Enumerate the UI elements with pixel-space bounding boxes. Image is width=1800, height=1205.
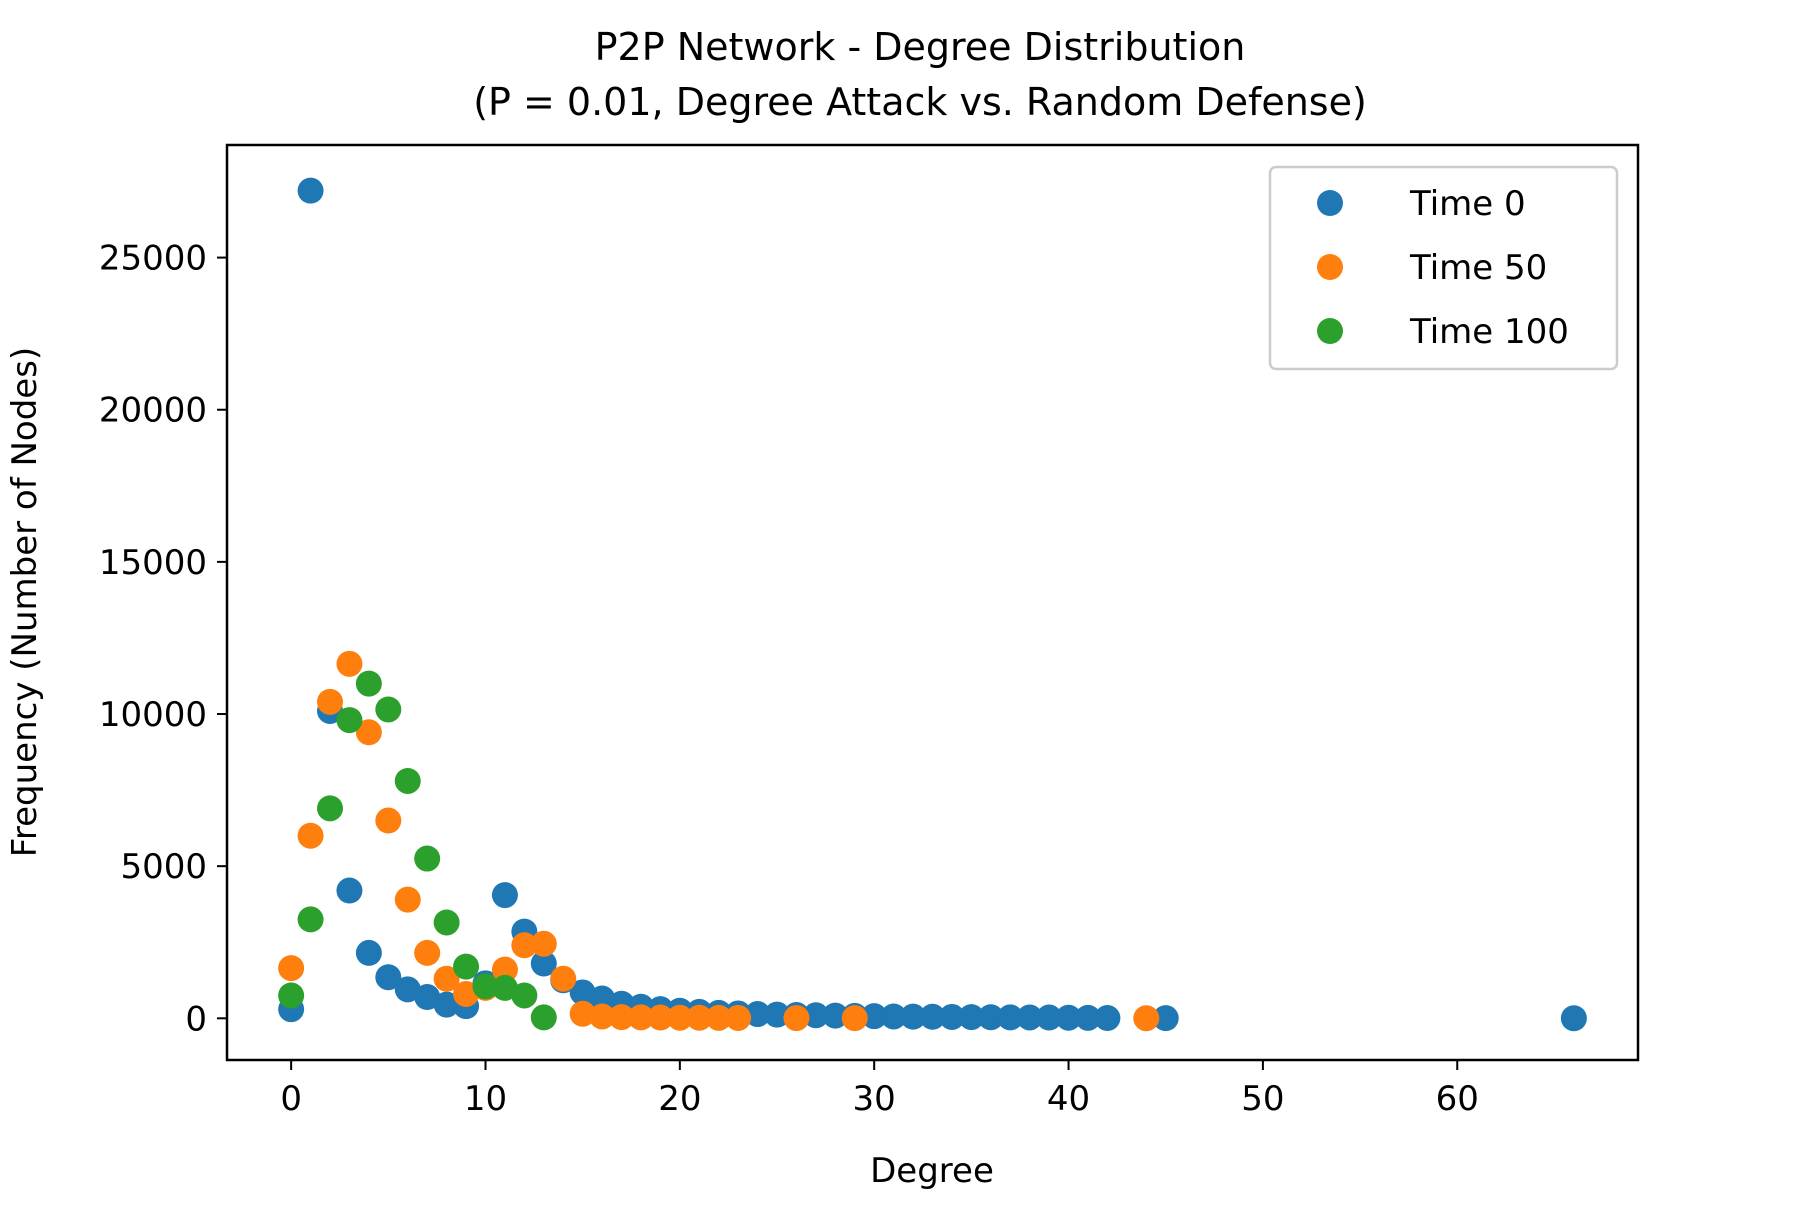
data-point — [355, 670, 382, 697]
data-point — [1152, 1005, 1179, 1032]
data-point — [997, 1004, 1024, 1031]
data-point — [764, 1001, 791, 1028]
data-point — [1560, 1005, 1587, 1032]
data-point — [491, 882, 518, 909]
data-point — [938, 1003, 965, 1030]
data-point — [550, 965, 577, 992]
data-point — [841, 1005, 868, 1032]
legend-label: Time 100 — [1409, 312, 1569, 352]
data-point — [783, 1005, 810, 1032]
data-point — [394, 767, 421, 794]
x-tick-label: 50 — [1241, 1079, 1284, 1119]
y-tick-label: 15000 — [99, 543, 207, 583]
y-axis: 0 5000 10000 15000 20000 25000 — [99, 239, 227, 1039]
plot-area — [278, 177, 1587, 1032]
data-point — [336, 650, 363, 677]
data-point — [375, 964, 402, 991]
data-point — [569, 1000, 596, 1027]
data-point — [1074, 1004, 1101, 1031]
legend-label: Time 0 — [1409, 184, 1526, 224]
data-point — [278, 982, 305, 1009]
data-point — [317, 795, 344, 822]
data-point — [278, 955, 305, 982]
data-point — [589, 985, 616, 1012]
data-point — [1016, 1004, 1043, 1031]
data-point — [433, 965, 460, 992]
data-point — [491, 956, 518, 983]
data-point — [627, 1004, 654, 1031]
legend: Time 0 Time 50 Time 100 — [1268, 165, 1619, 371]
data-point — [919, 1003, 946, 1030]
data-point — [647, 1004, 674, 1031]
data-point — [861, 1003, 888, 1030]
data-point — [977, 1004, 1004, 1031]
data-point — [414, 845, 441, 872]
data-point — [725, 1004, 752, 1031]
data-point — [1133, 1005, 1160, 1032]
legend-marker — [1317, 318, 1343, 344]
data-point — [336, 877, 363, 904]
data-point — [880, 1003, 907, 1030]
data-point — [802, 1002, 829, 1029]
series-2 — [278, 670, 557, 1031]
chart-title: P2P Network - Degree Distribution — [595, 25, 1246, 69]
data-point — [530, 1004, 557, 1031]
data-point — [608, 1004, 635, 1031]
data-point — [530, 930, 557, 957]
data-point — [433, 991, 460, 1018]
data-point — [297, 822, 324, 849]
data-point — [375, 696, 402, 723]
data-point — [900, 1003, 927, 1030]
y-tick-label: 20000 — [99, 391, 207, 431]
x-axis-label: Degree — [870, 1151, 994, 1191]
x-tick-label: 30 — [853, 1079, 896, 1119]
data-point — [472, 973, 499, 1000]
data-point — [511, 932, 538, 959]
data-point — [453, 953, 480, 980]
series-1 — [278, 650, 1160, 1032]
data-point — [375, 807, 402, 834]
data-point — [822, 1002, 849, 1029]
data-point — [1036, 1004, 1063, 1031]
data-point — [317, 688, 344, 715]
legend-label: Time 50 — [1409, 248, 1547, 288]
data-point — [511, 982, 538, 1009]
x-tick-label: 0 — [280, 1079, 302, 1119]
y-tick-label: 0 — [185, 999, 207, 1039]
x-tick-label: 40 — [1047, 1079, 1090, 1119]
data-point — [666, 1004, 693, 1031]
data-point — [686, 1004, 713, 1031]
x-tick-label: 20 — [658, 1079, 701, 1119]
legend-box — [1268, 165, 1619, 371]
data-point — [433, 909, 460, 936]
data-point — [1094, 1005, 1121, 1032]
data-point — [705, 1004, 732, 1031]
plot-frame — [225, 143, 1640, 1062]
y-tick-label: 25000 — [99, 239, 207, 279]
data-point — [336, 707, 363, 734]
data-point — [297, 177, 324, 204]
x-tick-label: 10 — [464, 1079, 507, 1119]
data-point — [394, 886, 421, 913]
data-point — [355, 719, 382, 746]
chart-subtitle: (P = 0.01, Degree Attack vs. Random Defe… — [473, 80, 1367, 124]
y-tick-label: 10000 — [99, 695, 207, 735]
data-point — [744, 1001, 771, 1028]
data-point — [414, 939, 441, 966]
y-tick-label: 5000 — [120, 847, 207, 887]
data-point — [297, 906, 324, 933]
data-point — [1055, 1004, 1082, 1031]
y-axis-label: Frequency (Number of Nodes) — [5, 347, 45, 857]
x-tick-label: 60 — [1436, 1079, 1479, 1119]
data-point — [589, 1003, 616, 1030]
data-point — [355, 939, 382, 966]
data-point — [958, 1004, 985, 1031]
x-axis: 0 10 20 30 40 50 60 — [280, 1060, 1479, 1119]
legend-marker — [1317, 190, 1343, 216]
legend-marker — [1317, 254, 1343, 280]
data-point — [530, 950, 557, 977]
